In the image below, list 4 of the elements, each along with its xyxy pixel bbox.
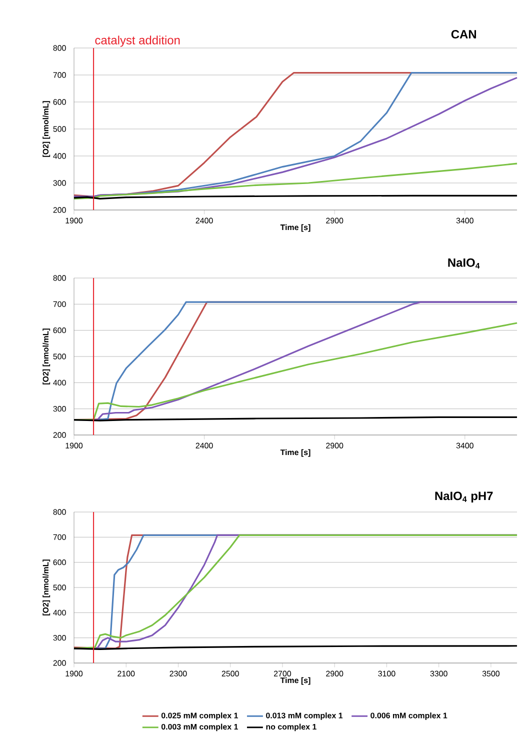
chart-title: NaIO$_{4}$ <box>448 258 480 269</box>
ref-line-label: catalyst addition <box>95 36 180 47</box>
chart-title: NaIO$_{4}$ pH7 <box>435 492 493 503</box>
chart-title: CAN <box>451 30 476 38</box>
